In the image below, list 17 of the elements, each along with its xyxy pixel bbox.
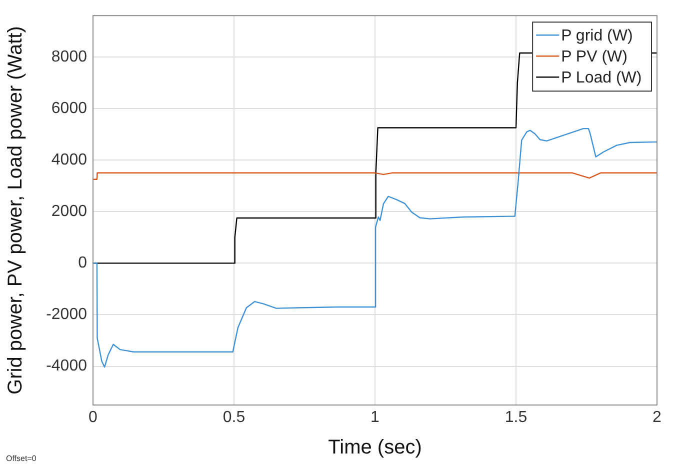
x-tick-label: 2 [652, 409, 662, 426]
text: Offset=0 [6, 454, 37, 463]
legend-label: P Load (W) [561, 70, 642, 87]
y-tick-label: 4000 [51, 151, 88, 168]
y-tick-label: 2000 [51, 202, 88, 220]
y-axis-title: Grid power, PV power, Load power (Watt) [4, 26, 27, 394]
y-tick-label: -4000 [46, 358, 88, 375]
y-tick-label: -2000 [46, 306, 88, 324]
x-tick-label: 0.5 [222, 409, 246, 426]
x-tick-label: 1.5 [504, 409, 528, 426]
x-axis-title: Time (sec) [328, 436, 422, 459]
y-tick-label: 6000 [51, 100, 88, 117]
x-tick-label: 1 [370, 409, 380, 426]
legend-label: P PV (W) [561, 48, 628, 66]
legend-label: P grid (W) [561, 28, 633, 45]
y-tick-label: 0 [78, 254, 88, 272]
y-tick-label: 8000 [51, 48, 88, 66]
